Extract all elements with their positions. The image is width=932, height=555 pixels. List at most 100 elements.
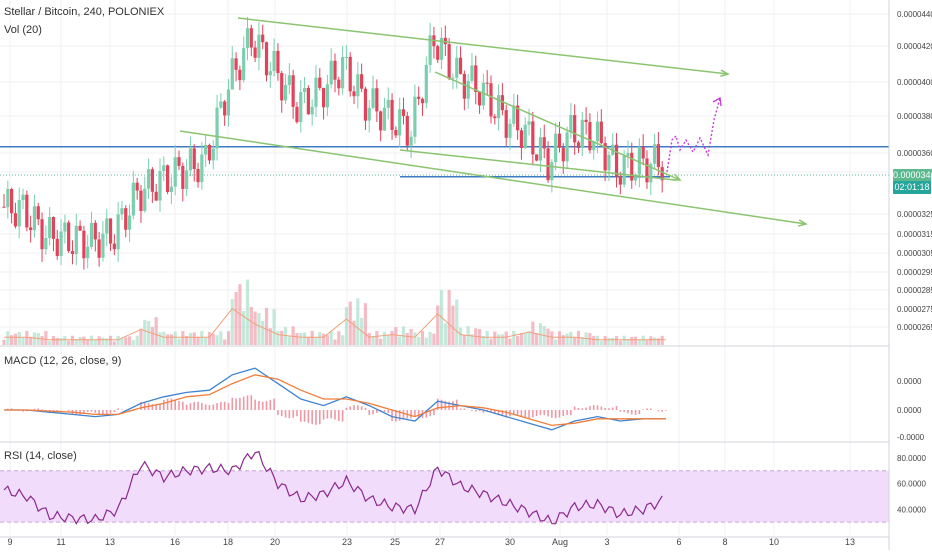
volume-bar	[227, 331, 230, 345]
macd-histogram-bar	[247, 395, 249, 410]
macd-histogram-bar	[186, 405, 188, 410]
rsi-tick-label: 40.0000	[897, 505, 926, 514]
candle-body	[352, 91, 355, 96]
volume-bar	[48, 341, 51, 345]
candle-body	[208, 145, 211, 161]
macd-tick-label: -0.0000	[897, 433, 925, 442]
candle-body	[550, 162, 553, 180]
macd-histogram-bar	[315, 410, 317, 425]
candle-body	[493, 116, 496, 118]
candle-body	[645, 159, 648, 183]
volume-bar	[6, 331, 9, 345]
macd-histogram-bar	[250, 395, 252, 410]
volume-bar	[630, 337, 633, 345]
macd-histogram-bar	[616, 406, 618, 410]
volume-bar	[113, 341, 116, 345]
volume-bar	[330, 331, 333, 345]
candle-body	[638, 147, 641, 175]
volume-bar	[155, 317, 158, 345]
price-tick-label: 0.00002750	[897, 305, 932, 314]
volume-bar	[448, 290, 451, 345]
volume-bar	[322, 334, 325, 345]
candle-body	[71, 251, 74, 254]
candle-body	[231, 58, 234, 89]
candle-body	[311, 107, 314, 115]
candle-body	[136, 183, 139, 191]
macd-histogram-bar	[631, 410, 633, 415]
volume-bar	[436, 305, 439, 345]
candle-body	[21, 195, 24, 200]
macd-histogram-bar	[414, 410, 416, 416]
candle-body	[512, 106, 515, 124]
volume-bar	[337, 331, 340, 345]
macd-histogram-bar	[330, 410, 332, 418]
candle-body	[596, 122, 599, 142]
candle-body	[508, 124, 511, 138]
candle-body	[59, 232, 62, 256]
macd-histogram-bar	[308, 410, 310, 423]
volume-bar	[280, 331, 283, 345]
price-tick-label: 0.00002650	[897, 323, 932, 332]
candle-body	[425, 65, 428, 103]
macd-histogram-bar	[311, 410, 313, 424]
volume-bar	[94, 340, 97, 345]
candle-body	[436, 46, 439, 60]
symbol-line: Stellar / Bitcoin, 240, POLONIEX	[4, 6, 164, 18]
candle-body	[185, 170, 188, 189]
macd-histogram-bar	[239, 398, 241, 410]
candle-body	[177, 157, 180, 166]
volume-bar	[486, 331, 489, 345]
volume-bar	[642, 336, 645, 345]
candle-body	[588, 122, 591, 150]
macd-histogram-bar	[460, 408, 462, 410]
candle-body	[554, 134, 557, 162]
candle-body	[98, 239, 101, 257]
candle-body	[630, 153, 633, 181]
volume-bar	[189, 333, 192, 345]
volume-bar	[592, 336, 595, 345]
macd-histogram-bar	[98, 410, 100, 414]
volume-bar	[299, 333, 302, 345]
candle-body	[223, 101, 226, 115]
volume-bar	[451, 306, 454, 345]
candle-body	[448, 44, 451, 79]
x-tick-label: 9	[7, 537, 12, 547]
candle-body	[394, 130, 397, 135]
macd-histogram-bar	[228, 403, 230, 410]
volume-bar	[326, 335, 329, 345]
macd-histogram-bar	[300, 410, 302, 422]
macd-histogram-bar	[585, 408, 587, 410]
volume-bar	[307, 337, 310, 345]
macd-histogram-bar	[212, 405, 214, 410]
macd-histogram-bar	[661, 410, 663, 412]
macd-histogram-bar	[391, 410, 393, 421]
volume-bar	[120, 338, 123, 345]
volume-bar	[311, 331, 314, 345]
volume-bar	[463, 335, 466, 345]
volume-bar	[166, 334, 169, 345]
volume-bar	[33, 332, 36, 345]
volume-bar	[535, 333, 538, 345]
candle-body	[33, 206, 36, 230]
macd-histogram-bar	[266, 401, 268, 410]
candle-body	[520, 130, 523, 148]
macd-histogram-bar	[304, 410, 306, 422]
volume-bar	[569, 332, 572, 345]
macd-histogram-bar	[224, 402, 226, 410]
volume-bar	[387, 334, 390, 345]
volume-bar	[455, 300, 458, 345]
volume-bar	[516, 336, 519, 345]
candle-body	[497, 95, 500, 118]
volume-bar	[101, 337, 104, 345]
countdown-tag: 02:01:18	[893, 181, 931, 194]
x-tick-label: 6	[676, 537, 681, 547]
candle-body	[318, 78, 321, 88]
macd-histogram-bar	[258, 401, 260, 410]
macd-histogram-bar	[342, 410, 344, 422]
macd-histogram-bar	[597, 405, 599, 410]
candle-body	[360, 74, 363, 88]
volume-bar	[250, 307, 253, 345]
volume-bar	[2, 340, 5, 345]
volume-bar	[314, 338, 317, 345]
